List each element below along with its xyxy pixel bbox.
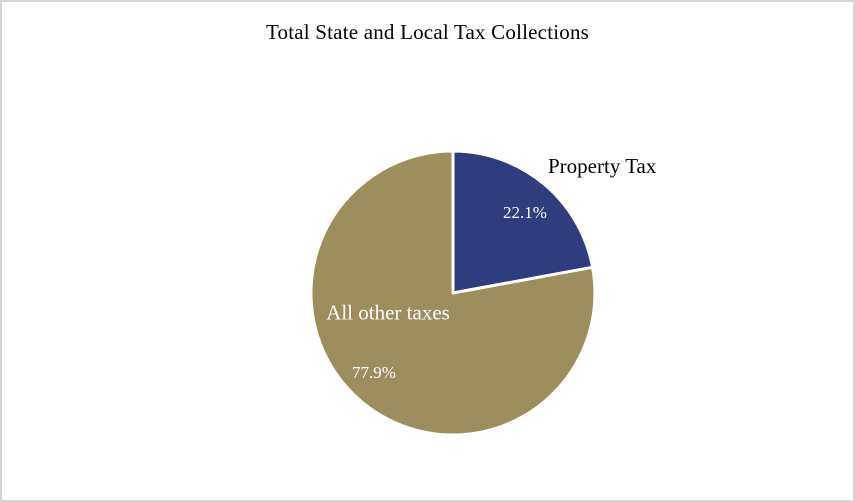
slice-label-property-tax: Property Tax xyxy=(548,154,657,178)
pie-slices xyxy=(309,149,597,437)
slice-label-all-other-taxes: All other taxes xyxy=(326,300,450,325)
pie-slice-property-tax xyxy=(451,149,595,295)
slice-value-property-tax: 22.1% xyxy=(503,203,547,222)
slice-value-all-other-taxes: 77.9% xyxy=(352,363,396,382)
pie-slice-all-other-taxes xyxy=(309,149,597,437)
chart-title: Total State and Local Tax Collections xyxy=(265,20,590,44)
